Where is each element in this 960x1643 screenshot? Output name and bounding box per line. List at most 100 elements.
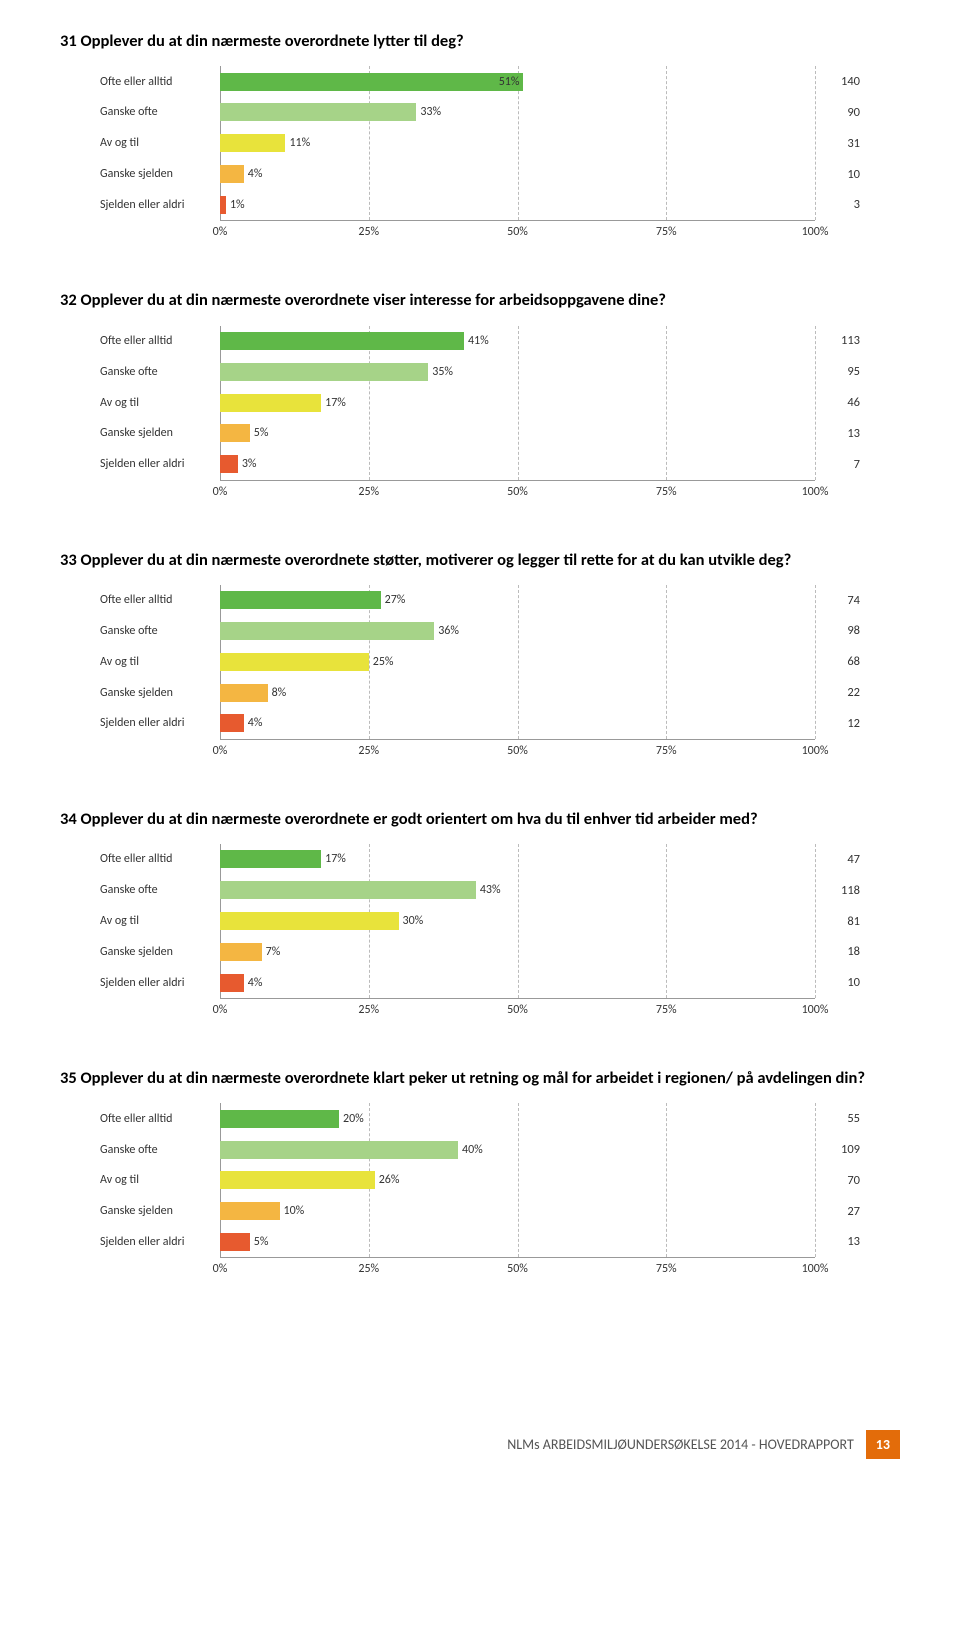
- bar-percent-label: 51%: [499, 75, 520, 89]
- bar-count: 13: [815, 426, 860, 441]
- bar-track: 7%: [220, 943, 815, 961]
- bar: 4%: [220, 974, 244, 992]
- x-tick-label: 50%: [507, 225, 528, 239]
- bar-count: 90: [815, 105, 860, 120]
- bar: 8%: [220, 684, 268, 702]
- bar-track: 30%: [220, 912, 815, 930]
- x-tick-label: 0%: [213, 1003, 228, 1017]
- bar-track: 35%: [220, 363, 815, 381]
- chart-block: Ofte eller alltid 51% 140 Ganske ofte33%90 A…: [60, 66, 900, 243]
- bar-track: 10%: [220, 1202, 815, 1220]
- category-label: Av og til: [100, 136, 220, 150]
- x-tick-label: 100%: [802, 744, 829, 758]
- chart-row: Ganske ofte35%95: [100, 356, 860, 387]
- category-label: Ganske ofte: [100, 624, 220, 638]
- category-label: Ganske sjelden: [100, 167, 220, 181]
- bar-track: 26%: [220, 1171, 815, 1189]
- footer-report-title: NLMs ARBEIDSMILJØUNDERSØKELSE 2014 - HOV…: [495, 1430, 866, 1459]
- x-tick-label: 0%: [213, 744, 228, 758]
- category-label: Ganske sjelden: [100, 945, 220, 959]
- bar: 35%: [220, 363, 428, 381]
- bar-count: 70: [815, 1173, 860, 1188]
- category-label: Ofte eller alltid: [100, 75, 220, 89]
- category-label: Av og til: [100, 396, 220, 410]
- page-footer: NLMs ARBEIDSMILJØUNDERSØKELSE 2014 - HOV…: [60, 1430, 900, 1459]
- bar-track: 41%: [220, 332, 815, 350]
- bar-track: 33%: [220, 103, 815, 121]
- chart-row: Ofte eller alltid41%113: [100, 326, 860, 357]
- bar-count: 10: [815, 975, 860, 990]
- bar-chart: Ofte eller alltid 51% 140 Ganske ofte33%90 A…: [100, 66, 860, 243]
- bar-count: 3: [815, 197, 860, 212]
- bar-track: 4%: [220, 974, 815, 992]
- category-label: Sjelden eller aldri: [100, 457, 220, 471]
- x-tick-label: 75%: [656, 744, 677, 758]
- bar: 4%: [220, 714, 244, 732]
- bar-percent-label: 30%: [403, 914, 424, 928]
- category-label: Ganske sjelden: [100, 1204, 220, 1218]
- chart-row: Ganske ofte33%90: [100, 97, 860, 128]
- bar: 40%: [220, 1141, 458, 1159]
- bar-count: 113: [815, 333, 860, 348]
- bar: 30%: [220, 912, 399, 930]
- bar-count: 95: [815, 364, 860, 379]
- category-label: Sjelden eller aldri: [100, 1235, 220, 1249]
- x-tick-label: 25%: [358, 744, 379, 758]
- category-label: Ofte eller alltid: [100, 593, 220, 607]
- bar-count: 7: [815, 457, 860, 472]
- chart-row: Ganske sjelden4%10: [100, 159, 860, 190]
- bar-percent-label: 4%: [248, 716, 263, 730]
- category-label: Av og til: [100, 914, 220, 928]
- bar-track: 17%: [220, 850, 815, 868]
- bar: 11%: [220, 134, 285, 152]
- bar-chart: Ofte eller alltid27%74Ganske ofte36%98Av…: [100, 585, 860, 762]
- bar-percent-label: 26%: [379, 1173, 400, 1187]
- question-title: 34 Opplever du at din nærmeste overordne…: [60, 808, 900, 830]
- x-tick-label: 50%: [507, 744, 528, 758]
- bar-track: 8%: [220, 684, 815, 702]
- chart-row: Av og til25%68: [100, 646, 860, 677]
- bar-track: 5%: [220, 1233, 815, 1251]
- x-tick-label: 25%: [358, 1262, 379, 1276]
- x-axis: 0%25%50%75%100%: [220, 1258, 815, 1280]
- bar: 25%: [220, 653, 369, 671]
- chart-row: Ofte eller alltid27%74: [100, 585, 860, 616]
- bar: 20%: [220, 1110, 339, 1128]
- x-tick-label: 0%: [213, 485, 228, 499]
- bar-track: 43%: [220, 881, 815, 899]
- bar-chart: Ofte eller alltid17%47Ganske ofte43%118A…: [100, 844, 860, 1021]
- question-title: 33 Opplever du at din nærmeste overordne…: [60, 549, 900, 571]
- bar-track: 40%: [220, 1141, 815, 1159]
- category-label: Ganske ofte: [100, 883, 220, 897]
- chart-row: Ganske sjelden7%18: [100, 936, 860, 967]
- bar: 26%: [220, 1171, 375, 1189]
- bar-track: 25%: [220, 653, 815, 671]
- bar-percent-label: 40%: [462, 1143, 483, 1157]
- category-label: Ofte eller alltid: [100, 334, 220, 348]
- bar-percent-label: 8%: [272, 686, 287, 700]
- bar-track: 27%: [220, 591, 815, 609]
- chart-row: Ganske ofte40%109: [100, 1134, 860, 1165]
- x-tick-label: 75%: [656, 1003, 677, 1017]
- bar-percent-label: 5%: [254, 1235, 269, 1249]
- bar-percent-label: 36%: [438, 624, 459, 638]
- category-label: Ganske ofte: [100, 1143, 220, 1157]
- bar: 36%: [220, 622, 434, 640]
- bar-chart: Ofte eller alltid41%113Ganske ofte35%95A…: [100, 326, 860, 503]
- category-label: Sjelden eller aldri: [100, 976, 220, 990]
- bar-count: 46: [815, 395, 860, 410]
- x-axis: 0%25%50%75%100%: [220, 481, 815, 503]
- x-tick-label: 75%: [656, 225, 677, 239]
- bar: 43%: [220, 881, 476, 899]
- bar-count: 68: [815, 654, 860, 669]
- bar-percent-label: 7%: [266, 945, 281, 959]
- bar-count: 140: [815, 74, 860, 89]
- bar-percent-label: 3%: [242, 457, 257, 471]
- bar-track: 11%: [220, 134, 815, 152]
- bar-percent-label: 17%: [325, 396, 346, 410]
- bar-count: 13: [815, 1234, 860, 1249]
- chart-block: Ofte eller alltid41%113Ganske ofte35%95A…: [60, 326, 900, 503]
- x-tick-label: 75%: [656, 1262, 677, 1276]
- chart-row: Sjelden eller aldri1%3: [100, 189, 860, 220]
- bar-track: 5%: [220, 424, 815, 442]
